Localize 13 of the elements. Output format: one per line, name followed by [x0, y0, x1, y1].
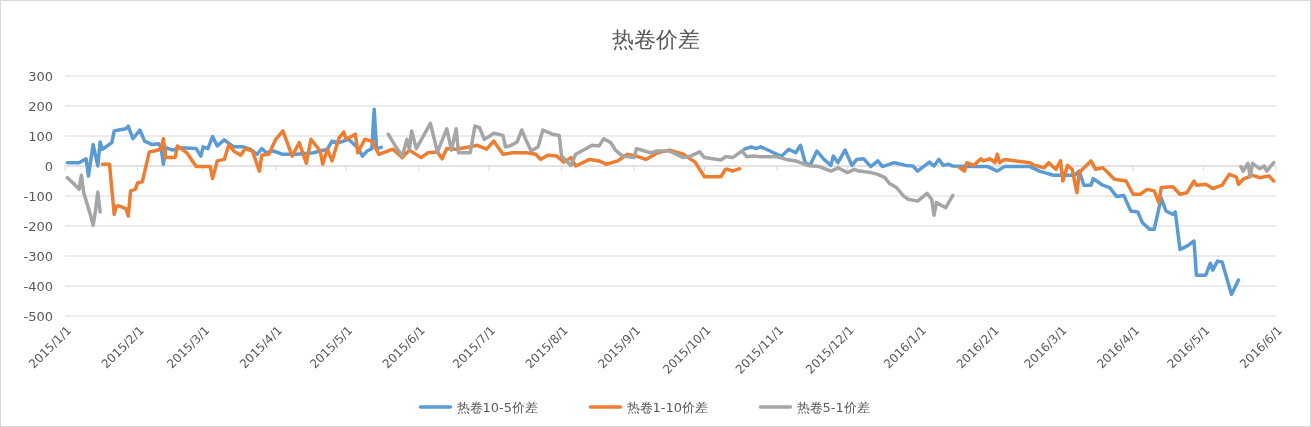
- y-tick-label: -300: [23, 248, 53, 264]
- legend-label: 热卷10-5价差: [456, 399, 539, 415]
- y-tick-label: 200: [28, 98, 53, 114]
- y-tick-label: 100: [28, 128, 53, 144]
- legend-label: 热卷1-10价差: [626, 399, 709, 415]
- y-tick-label: 0: [44, 158, 53, 174]
- y-tick-label: -100: [23, 188, 53, 204]
- legend-label: 热卷5-1价差: [796, 399, 870, 415]
- y-tick-label: -500: [23, 308, 53, 324]
- y-tick-label: 300: [28, 68, 53, 84]
- y-tick-label: -400: [23, 278, 53, 294]
- y-tick-label: -200: [23, 218, 53, 234]
- chart-title: 热卷价差: [611, 27, 700, 52]
